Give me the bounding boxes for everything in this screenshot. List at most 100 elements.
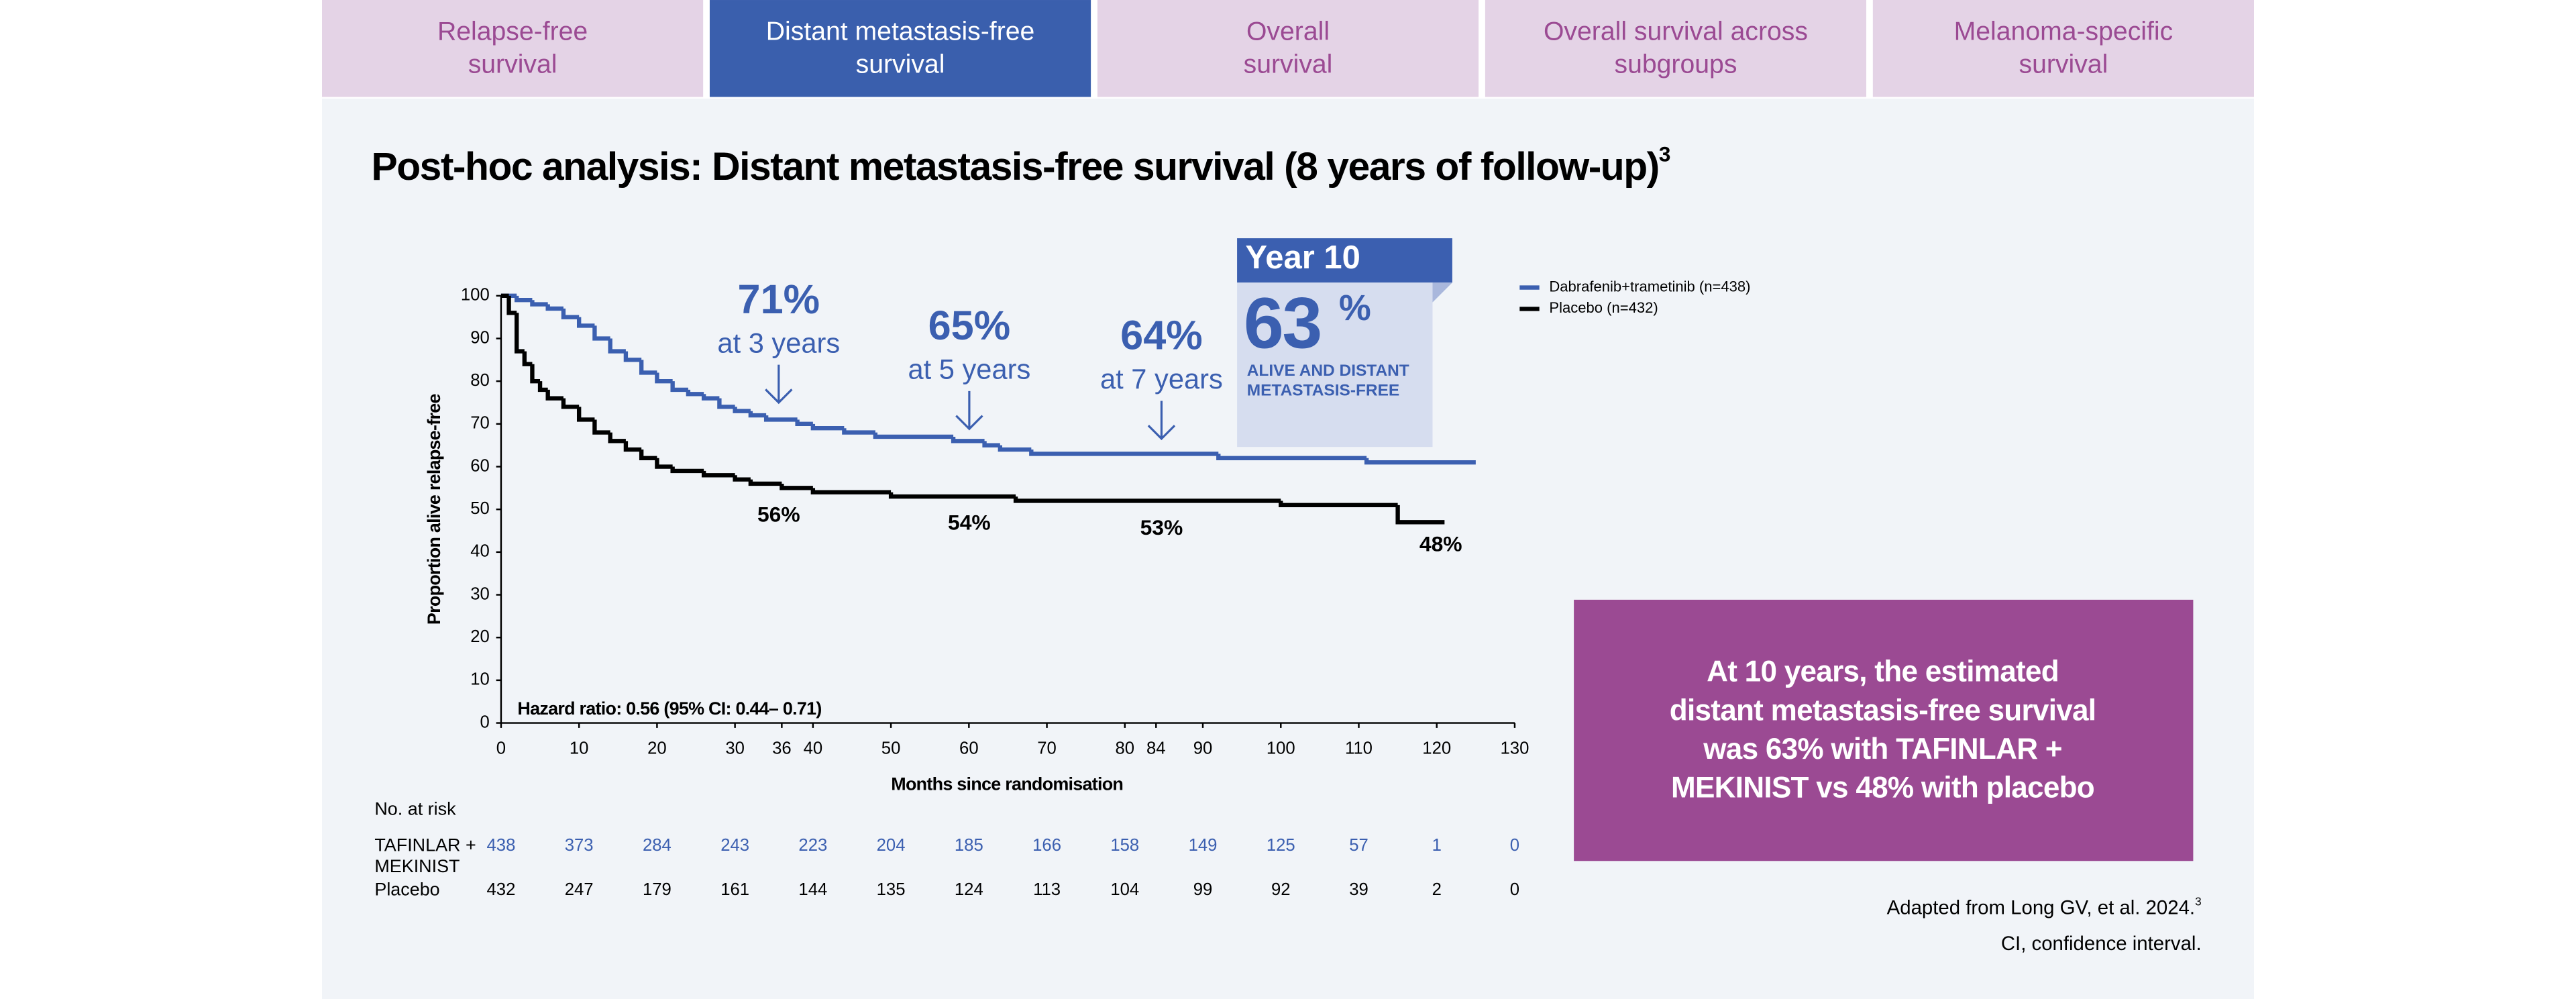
survival-step <box>623 351 642 362</box>
survival-step <box>1364 458 1476 465</box>
x-tick-label: 10 <box>570 739 589 758</box>
callout-unit: % <box>1339 288 1371 328</box>
risk-value: 1 <box>1432 836 1442 855</box>
survival-step <box>701 394 720 401</box>
survival-step <box>639 450 657 460</box>
survival-step <box>608 338 626 354</box>
y-axis-title: Proportion alive relapse-free <box>424 394 444 625</box>
risk-value: 144 <box>798 880 827 899</box>
risk-value: 185 <box>955 836 983 855</box>
survival-step <box>998 445 1032 452</box>
survival-step <box>1013 496 1281 503</box>
hazard-ratio: Hazard ratio: 0.56 (95% CI: 0.44– 0.71) <box>517 698 821 719</box>
footnote: Adapted from Long GV, et al. 2024.3 <box>1887 894 2202 918</box>
x-tick-label: 36 <box>772 739 792 758</box>
survival-step <box>763 415 798 422</box>
x-axis-title: Months since randomisation <box>891 774 1123 794</box>
y-tick-label: 50 <box>470 499 490 518</box>
x-tick-label: 60 <box>959 739 979 758</box>
y-tick-label: 70 <box>470 414 490 433</box>
survival-step <box>748 411 767 418</box>
survival-step <box>1216 454 1367 460</box>
tab-label: Relapse-free <box>437 17 588 46</box>
survival-step <box>701 470 735 478</box>
survival-step <box>810 488 892 494</box>
tab[interactable]: Melanoma-specific survival <box>1872 0 2254 97</box>
tab-label: Distant metastasis-free <box>766 17 1035 46</box>
survival-step <box>951 436 985 443</box>
survival-step <box>795 419 813 427</box>
tab[interactable]: Overall survival <box>1097 0 1479 97</box>
risk-title: No. at risk <box>374 798 456 819</box>
x-tick-label: 0 <box>496 739 506 758</box>
risk-value: 92 <box>1271 880 1291 899</box>
survival-step <box>537 381 548 392</box>
survival-step <box>522 351 533 366</box>
survival-step <box>780 483 813 490</box>
tab-bg <box>322 0 704 97</box>
survival-step <box>717 398 735 409</box>
tab-label: survival <box>2019 50 2108 78</box>
legend-label: Dabrafenib+trametinib (n=438) <box>1549 278 1750 295</box>
survival-step <box>810 423 845 431</box>
y-tick-label: 60 <box>470 456 490 475</box>
x-tick-label: 40 <box>804 739 823 758</box>
survival-step <box>655 372 673 384</box>
tab[interactable]: Overall survival across subgroups <box>1485 0 1867 97</box>
point-label: 53% <box>1140 515 1183 539</box>
survival-step <box>530 300 548 307</box>
risk-row-label: TAFINLAR + <box>374 835 476 855</box>
summary-line: MEKINIST vs 48% with placebo <box>1671 771 2094 804</box>
survival-step <box>576 317 595 328</box>
survival-step <box>515 313 525 354</box>
survival-step <box>506 295 517 315</box>
summary-line: was 63% with TAFINLAR + <box>1703 733 2062 766</box>
tab[interactable]: Relapse-free survival <box>322 0 704 97</box>
risk-value: 438 <box>486 836 515 855</box>
tab-label: subgroups <box>1614 50 1737 78</box>
y-tick-label: 0 <box>480 713 489 731</box>
x-tick-label: 84 <box>1146 739 1166 758</box>
risk-value: 223 <box>798 836 827 855</box>
survival-step <box>655 458 673 469</box>
survival-step <box>561 398 580 409</box>
summary-box <box>1574 599 2194 861</box>
risk-value: 247 <box>565 880 594 899</box>
summary-line: At 10 years, the estimated <box>1707 655 2059 688</box>
y-tick-label: 40 <box>470 542 490 561</box>
annotation-text: at 3 years <box>717 327 840 358</box>
tab[interactable]: Distant metastasis-free survival <box>709 0 1091 97</box>
survival-step <box>733 407 751 413</box>
survival-step <box>670 466 704 474</box>
survival-step <box>982 441 1000 448</box>
y-tick-label: 80 <box>470 371 490 390</box>
tab-bg <box>1485 0 1867 97</box>
x-tick-label: 100 <box>1267 739 1295 758</box>
x-tick-label: 80 <box>1116 739 1135 758</box>
risk-value: 204 <box>877 836 906 855</box>
point-label: 56% <box>757 502 800 526</box>
callout-value: 63 <box>1244 282 1321 363</box>
survival-step <box>873 432 954 439</box>
point-label: 48% <box>1419 531 1462 556</box>
footnote-text: Adapted from Long GV, et al. 2024. <box>1887 896 2195 918</box>
legend-label: Placebo (n=432) <box>1549 299 1658 316</box>
tab-bg <box>1872 0 2254 97</box>
summary-line: distant metastasis-free survival <box>1670 694 2096 727</box>
survival-step <box>530 364 541 384</box>
callout-header-box <box>1237 238 1452 283</box>
callout-line: ALIVE AND DISTANT <box>1247 362 1409 380</box>
survival-step <box>623 441 642 452</box>
y-tick-label: 100 <box>461 286 490 305</box>
risk-value: 166 <box>1032 836 1061 855</box>
callout-line: METASTASIS-FREE <box>1247 381 1399 399</box>
annotation-value: 65% <box>928 303 1011 348</box>
survival-step <box>608 432 626 443</box>
tab-bg <box>1097 0 1479 97</box>
survival-step <box>1395 505 1445 525</box>
x-tick-label: 110 <box>1345 739 1373 758</box>
title: Post-hoc analysis: Distant metastasis-fr… <box>371 142 1670 189</box>
callout-box <box>1237 282 1433 448</box>
risk-value: 39 <box>1349 880 1368 899</box>
risk-value: 57 <box>1349 836 1368 855</box>
